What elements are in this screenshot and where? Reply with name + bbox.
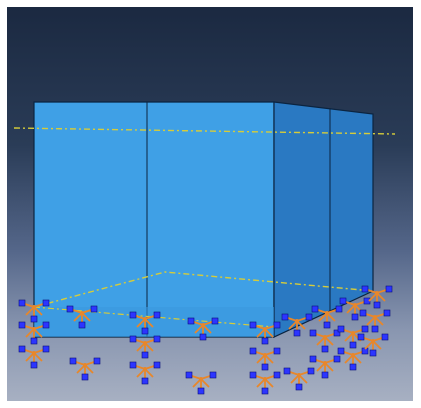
encastre-bc-icon <box>66 305 98 329</box>
encastre-bc-icon <box>249 347 281 371</box>
abaqus-viewport[interactable] <box>7 7 413 401</box>
encastre-bc-icon <box>311 305 343 329</box>
block-front-lower-region[interactable] <box>34 307 274 337</box>
encastre-bc-icon <box>339 297 371 321</box>
block-front-face[interactable] <box>33 101 275 338</box>
boundary-condition-glyphs[interactable] <box>18 285 393 395</box>
encastre-bc-icon <box>129 311 161 335</box>
datum-plane-line-top[interactable] <box>13 127 396 135</box>
encastre-bc-icon <box>337 325 369 349</box>
encastre-bc-icon <box>337 347 369 371</box>
encastre-bc-icon <box>185 371 217 395</box>
datum-plane-line-bottom[interactable] <box>33 271 374 308</box>
encastre-bc-icon <box>249 321 281 345</box>
encastre-bc-icon <box>283 367 315 391</box>
encastre-bc-icon <box>129 335 161 359</box>
encastre-bc-icon <box>309 355 341 379</box>
encastre-bc-icon <box>249 371 281 395</box>
encastre-bc-icon <box>18 321 50 345</box>
encastre-bc-icon <box>69 357 101 381</box>
block-side-face[interactable] <box>273 101 374 338</box>
datum-plane-line-bottom-front[interactable] <box>33 306 275 328</box>
encastre-bc-icon <box>187 317 219 341</box>
encastre-bc-icon <box>18 345 50 369</box>
encastre-bc-icon <box>129 361 161 385</box>
encastre-bc-icon <box>18 299 50 323</box>
encastre-bc-icon <box>309 329 341 353</box>
encastre-bc-icon <box>357 333 389 357</box>
encastre-bc-icon <box>281 313 313 337</box>
encastre-bc-icon <box>361 285 393 309</box>
model-canvas[interactable] <box>7 7 413 401</box>
encastre-bc-icon <box>359 309 391 333</box>
